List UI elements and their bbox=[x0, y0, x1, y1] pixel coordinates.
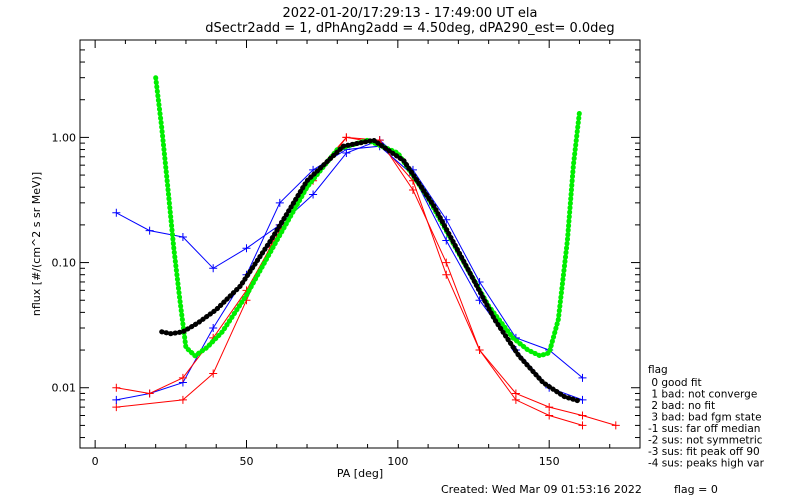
data-point bbox=[178, 233, 187, 242]
legend-entry: -4 sus: peaks high var bbox=[648, 458, 765, 470]
data-point bbox=[545, 403, 554, 412]
data-point bbox=[112, 395, 121, 404]
data-point bbox=[112, 208, 121, 217]
data-point bbox=[112, 403, 121, 412]
x-axis-label: PA [deg] bbox=[337, 467, 383, 480]
data-point bbox=[611, 421, 620, 430]
data-point bbox=[342, 133, 351, 142]
data-point bbox=[178, 373, 187, 382]
data-point bbox=[242, 244, 251, 253]
y-tick-label: 1.00 bbox=[52, 131, 77, 144]
legend-entry: 0 good fit bbox=[648, 377, 702, 389]
data-point bbox=[178, 395, 187, 404]
data-point bbox=[209, 369, 218, 378]
x-tick-label: 50 bbox=[239, 455, 253, 468]
legend-entry: -3 sus: fit peak off 90 bbox=[648, 446, 760, 458]
chart-title-line1: 2022-01-20/17:29:13 - 17:49:00 UT ela bbox=[283, 6, 538, 21]
y-tick-label: 0.01 bbox=[52, 382, 77, 395]
series-2 bbox=[112, 142, 587, 404]
series-5 bbox=[159, 137, 582, 404]
series-3 bbox=[112, 133, 587, 430]
data-point bbox=[112, 383, 121, 392]
data-point bbox=[578, 411, 587, 420]
chart-title-line2: dSectr2add = 1, dPhAng2add = 4.50deg, dP… bbox=[205, 21, 614, 36]
x-tick-label: 0 bbox=[92, 455, 99, 468]
series-4 bbox=[153, 75, 582, 359]
data-point bbox=[475, 296, 484, 305]
median-line bbox=[159, 137, 582, 404]
series-line bbox=[116, 145, 583, 401]
data-point bbox=[442, 258, 451, 267]
fit-line bbox=[153, 75, 582, 359]
data-point bbox=[145, 389, 154, 398]
axes: 0 50 100 150 0.01 0.10 1.00 bbox=[52, 39, 640, 468]
data-point bbox=[545, 411, 554, 420]
flag-legend: flag 0 good fit 1 bad: not converge 2 ba… bbox=[648, 364, 765, 470]
y-axis-label: nflux [#/(cm^2 s sr MeV)] bbox=[30, 172, 43, 316]
data-point bbox=[309, 190, 318, 199]
legend-entry: 1 bad: not converge bbox=[648, 389, 757, 401]
legend-title: flag bbox=[648, 364, 668, 376]
data-point bbox=[408, 185, 417, 194]
x-tick-label: 100 bbox=[387, 455, 408, 468]
legend-entry: -1 sus: far off median bbox=[648, 423, 760, 435]
plot-marks bbox=[112, 75, 620, 430]
flag-value: flag = 0 bbox=[674, 483, 718, 496]
data-point bbox=[209, 324, 218, 333]
data-point bbox=[475, 346, 484, 355]
plot-frame bbox=[79, 39, 641, 449]
data-point bbox=[511, 395, 520, 404]
data-point bbox=[442, 270, 451, 279]
y-tick-label: 0.10 bbox=[52, 257, 77, 270]
legend-entry: -2 sus: not symmetric bbox=[648, 435, 763, 447]
data-point bbox=[275, 198, 284, 207]
x-tick-label: 150 bbox=[539, 455, 560, 468]
data-point bbox=[145, 226, 154, 235]
data-point bbox=[209, 264, 218, 273]
created-timestamp: Created: Wed Mar 09 01:53:16 2022 bbox=[441, 483, 642, 496]
data-point bbox=[578, 421, 587, 430]
data-point bbox=[578, 373, 587, 382]
legend-entry: 3 bad: bad fgm state bbox=[648, 412, 762, 424]
legend-entry: 2 bad: no fit bbox=[648, 400, 715, 412]
